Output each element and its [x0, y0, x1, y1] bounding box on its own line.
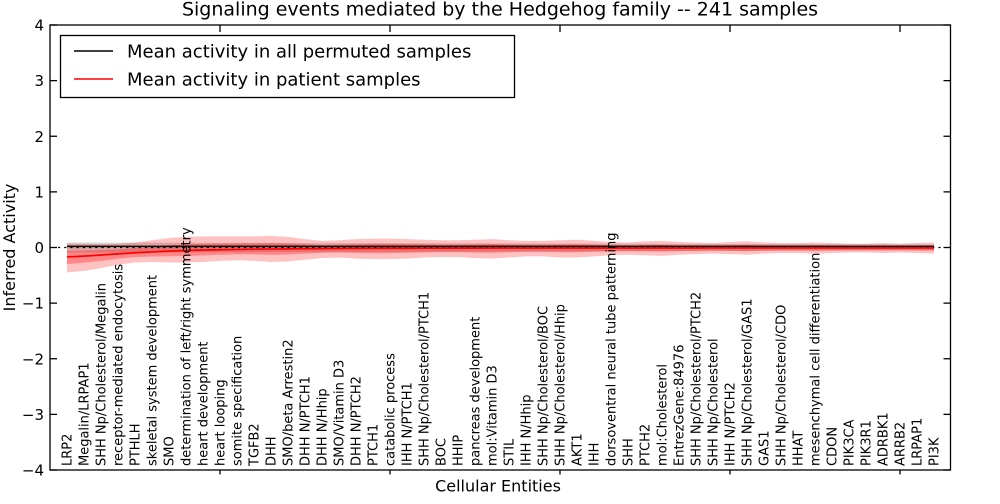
y-tick-label: 2	[34, 128, 44, 146]
x-tick-label: mol:Cholesterol	[656, 364, 671, 466]
x-tick-label: PIK3R1	[860, 420, 875, 466]
confidence-bands-layer	[67, 235, 934, 273]
series-lines-layer	[58, 245, 941, 258]
x-tick-label: EntrezGene:84976	[673, 345, 688, 466]
chart-title: Signaling events mediated by the Hedgeho…	[182, 0, 818, 21]
x-tick-label: PIK3CA	[843, 419, 858, 466]
x-tick-label: SHH Np/Cholesterol/Hhip	[554, 304, 569, 466]
x-tick-label: DHH N/PTCH2	[350, 376, 365, 466]
patient-mean-line	[66, 247, 934, 258]
x-tick-label: AKT1	[571, 433, 586, 466]
y-tick-label: −1	[22, 295, 44, 313]
x-tick-label: PTCH1	[367, 424, 382, 466]
y-tick-label: −3	[22, 406, 44, 424]
legend-label-permuted: Mean activity in all permuted samples	[127, 42, 471, 63]
x-tick-label: SMO/Vitamin D3	[333, 360, 348, 466]
x-tick-label: STIL	[503, 438, 518, 466]
x-tick-label: somite specification	[231, 336, 246, 466]
x-tick-labels-layer: LRP2 Megalin/LRPAP1 SHH Np/Cholesterol/Meg…	[61, 227, 943, 467]
patient-confidence-band-outer	[67, 235, 934, 273]
x-tick-label: skeletal system development	[146, 275, 161, 466]
plot-border	[49, 24, 952, 471]
x-tick-label: PTCH2	[639, 424, 654, 466]
y-tick-label: 1	[34, 183, 44, 201]
x-tick-label: receptor-mediated endocytosis	[112, 264, 127, 466]
y-tick-label: 4	[34, 17, 44, 35]
x-tick-label: DHH N/PTCH1	[299, 376, 314, 466]
x-tick-label: DHH N/Hhip	[316, 388, 331, 466]
x-tick-label: SHH Np/Cholesterol	[707, 338, 722, 466]
x-tick-label: SHH Np/Cholesterol/Megalin	[95, 283, 110, 466]
y-tick-labels-layer: 4 3 2 1 0 −1 −2 −3 −4	[22, 17, 44, 480]
y-tick-label: −2	[22, 350, 44, 368]
x-tick-label: SMO/beta Arrestin2	[282, 339, 297, 466]
y-tick-label: −4	[22, 462, 44, 480]
x-tick-label: SHH	[622, 438, 637, 466]
x-tick-label: mesenchymal cell differentiation	[809, 253, 824, 466]
x-tick-label: pancreas development	[469, 317, 484, 466]
x-tick-label: IHH N/PTCH2	[724, 382, 739, 466]
x-tick-label: GAS1	[758, 431, 773, 467]
y-tick-label: 0	[34, 239, 44, 257]
x-tick-label: HHAT	[792, 431, 807, 466]
x-tick-label: ADRBK1	[877, 412, 892, 466]
x-tick-label: BOC	[435, 438, 450, 466]
x-tick-label: PTHLH	[129, 423, 144, 466]
x-tick-label: HHIP	[452, 435, 467, 466]
x-tick-label: catabolic process	[384, 353, 399, 466]
x-tick-label: SHH Np/Cholesterol/GAS1	[741, 298, 756, 466]
x-tick-label: heart development	[197, 341, 212, 466]
legend-label-patient: Mean activity in patient samples	[127, 70, 421, 91]
x-tick-label: SHH Np/Cholesterol/BOC	[537, 306, 552, 466]
x-tick-label: IHH N/Hhip	[520, 395, 535, 467]
x-tick-label: heart looping	[214, 379, 229, 466]
x-tick-label: IHH	[588, 443, 603, 466]
x-tick-label: CDON	[826, 427, 841, 466]
x-tick-label: SHH Np/Cholesterol/CDO	[775, 305, 790, 466]
x-tick-label: dorsoventral neural tube patterning	[605, 233, 620, 466]
x-tick-label: SHH Np/Cholesterol/PTCH1	[418, 292, 433, 466]
x-tick-label: SMO	[163, 436, 178, 466]
x-tick-label: LRPAP1	[911, 418, 926, 466]
x-tick-label: mol:Vitamin D3	[486, 365, 501, 466]
y-tick-label: 3	[34, 72, 44, 90]
x-tick-label: determination of left/right symmetry	[180, 227, 195, 466]
y-axis-label: Inferred Activity	[0, 184, 19, 312]
x-tick-label: DHH	[265, 436, 280, 466]
x-tick-label: ARRB2	[894, 422, 909, 466]
x-tick-label: PI3K	[928, 437, 943, 466]
x-tick-label: Megalin/LRPAP1	[78, 362, 93, 466]
x-tick-label: SHH Np/Cholesterol/PTCH2	[690, 292, 705, 466]
legend: Mean activity in all permuted samples Me…	[59, 34, 516, 99]
x-tick-label: LRP2	[61, 434, 76, 466]
x-tick-label: IHH N/PTCH1	[401, 382, 416, 466]
x-tick-label: TGFB2	[248, 423, 263, 467]
legend-box	[59, 34, 516, 99]
x-axis-label: Cellular Entities	[435, 477, 561, 496]
